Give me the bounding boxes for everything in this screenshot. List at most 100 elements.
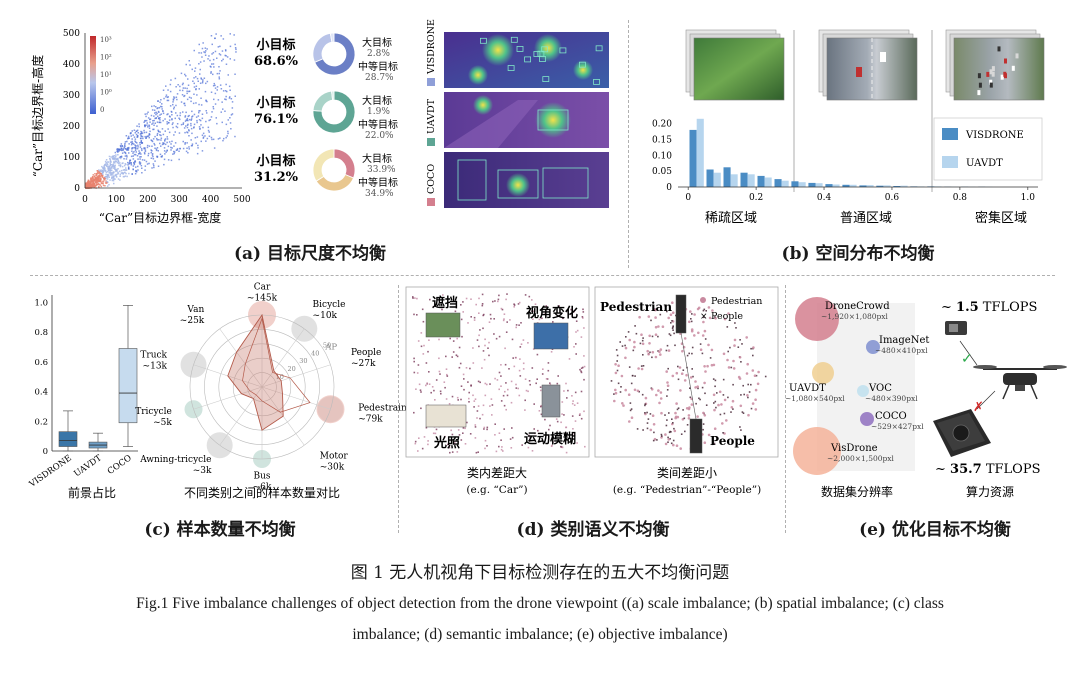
- scatter-point: [148, 125, 151, 127]
- scatter-point: [130, 141, 132, 143]
- people-point: [698, 397, 700, 400]
- scatter-point: [117, 178, 120, 180]
- scatter-point: [86, 185, 88, 187]
- scatter-point: [111, 176, 114, 178]
- scatter-point: [178, 150, 180, 152]
- scatter-point: [204, 135, 206, 137]
- scatter-point: [163, 150, 166, 152]
- people-point: [742, 384, 744, 387]
- scatter-point: [197, 147, 199, 149]
- embedding-point: [426, 382, 428, 384]
- pedestrian-point: [624, 388, 627, 392]
- scatter-point: [112, 157, 114, 160]
- scatter-point: [203, 51, 205, 53]
- scatter-point: [216, 89, 218, 91]
- scatter-point: [224, 49, 227, 51]
- pedestrian-point: [694, 386, 697, 389]
- scatter-point: [229, 33, 231, 35]
- radar-spoke: [261, 328, 305, 388]
- embedding-point: [427, 443, 429, 446]
- embedding-point: [531, 450, 534, 452]
- scatter-point: [86, 181, 89, 183]
- people-point: [714, 316, 716, 318]
- scatter-point: [226, 56, 229, 58]
- scatter-point: [162, 112, 165, 115]
- scatter-point: [98, 180, 100, 182]
- scatter-point: [164, 130, 166, 132]
- scatter-point: [219, 70, 221, 72]
- scatter-point: [87, 184, 90, 186]
- pedestrian-point: [723, 317, 727, 321]
- pedestrian-point: [754, 398, 757, 401]
- scatter-point: [160, 99, 162, 101]
- embedding-point: [534, 303, 537, 305]
- scatter-point: [159, 134, 161, 136]
- pedestrian-point: [753, 374, 757, 377]
- intra-class-points: [412, 293, 586, 454]
- embedding-point: [498, 335, 501, 338]
- scatter-point: [122, 172, 124, 175]
- scatter-point: [230, 114, 233, 116]
- dataset-bubble: [795, 297, 839, 341]
- scatter-point: [184, 143, 186, 145]
- scatter-point: [122, 162, 124, 164]
- donut-slice: [333, 148, 356, 179]
- embedding-point: [477, 451, 479, 453]
- radar-value-label: ~3k: [193, 466, 212, 476]
- embedding-point: [545, 305, 547, 307]
- scatter-point: [164, 139, 166, 141]
- embedding-point: [488, 321, 491, 323]
- pedestrian-point: [664, 442, 668, 446]
- pedestrian-point: [647, 315, 651, 318]
- scatter-point: [199, 82, 202, 84]
- people-point: [619, 341, 621, 343]
- radar-category-label: Motor: [320, 451, 349, 461]
- embedding-point: [452, 340, 455, 342]
- pedestrian-point: [745, 372, 749, 375]
- embedding-point: [428, 339, 430, 341]
- scatter-point: [159, 153, 162, 156]
- scatter-point: [144, 135, 146, 138]
- scatter-point: [127, 166, 130, 168]
- scatter-point: [225, 55, 227, 57]
- embedding-point: [533, 403, 535, 405]
- scatter-point: [105, 170, 107, 172]
- scatter-point: [103, 166, 106, 169]
- people-point: [634, 325, 636, 327]
- scatter-point: [107, 167, 110, 169]
- pedestrian-point: [706, 364, 709, 368]
- scatter-point: [117, 148, 119, 150]
- normal-region-thumbnails: [818, 29, 918, 101]
- scatter-point: [162, 119, 164, 122]
- scatter-point: [188, 148, 190, 150]
- embedding-point: [439, 373, 441, 375]
- scatter-point: [91, 177, 94, 179]
- scatter-point: [137, 132, 139, 134]
- panel-c-title: (c) 样本数量不均衡: [144, 520, 296, 540]
- scatter-point: [120, 145, 122, 148]
- scatter-point: [127, 149, 130, 151]
- pedestrian-point: [717, 403, 720, 407]
- embedding-point: [513, 304, 516, 306]
- scatter-point: [205, 50, 207, 52]
- scatter-point: [128, 161, 131, 164]
- people-point: [697, 387, 699, 390]
- scatter-point: [161, 103, 163, 105]
- scatter-point: [117, 160, 120, 162]
- radar-value-label: ~30k: [320, 462, 345, 472]
- embedding-point: [459, 362, 462, 365]
- scatter-point: [90, 185, 93, 187]
- legend-visdrone-swatch: [942, 128, 958, 140]
- embedding-point: [505, 331, 508, 333]
- scatter-point: [181, 83, 184, 86]
- pedestrian-point: [696, 385, 699, 388]
- scatter-point: [105, 180, 107, 182]
- scatter-point: [161, 128, 164, 130]
- people-point: [716, 392, 718, 394]
- spatial-y-tick: 0.15: [652, 135, 672, 145]
- embedding-point: [464, 443, 467, 445]
- scatter-point: [91, 176, 94, 178]
- scatter-point: [135, 166, 137, 168]
- embedding-point: [422, 353, 425, 355]
- detection-box: [578, 61, 586, 68]
